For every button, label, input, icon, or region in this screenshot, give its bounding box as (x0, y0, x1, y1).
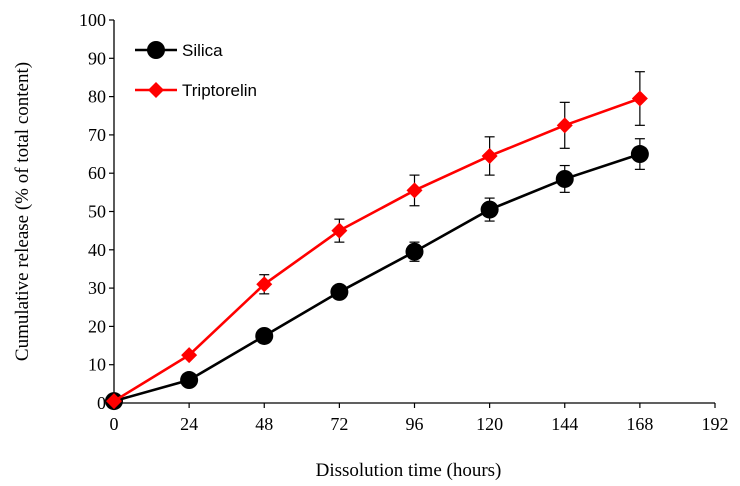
x-axis-title: Dissolution time (hours) (316, 460, 502, 481)
data-point (481, 147, 498, 164)
y-tick-label: 0 (97, 393, 106, 413)
x-tick-label: 48 (255, 414, 273, 434)
y-tick-label: 80 (88, 87, 106, 107)
y-tick-label: 90 (88, 48, 106, 68)
x-tick-label: 120 (476, 414, 503, 434)
data-point (331, 222, 348, 239)
y-tick-label: 70 (88, 125, 106, 145)
data-point (330, 282, 349, 301)
axes (113, 20, 715, 404)
y-ticks: 0 10 20 30 40 50 60 70 80 90 100 (79, 10, 114, 413)
data-point (181, 347, 198, 364)
legend-item-silica: Silica (135, 41, 223, 60)
x-tick-label: 0 (110, 414, 119, 434)
y-tick-label: 60 (88, 163, 106, 183)
data-point (405, 242, 424, 261)
data-point (256, 276, 273, 293)
y-tick-label: 100 (79, 10, 106, 30)
data-point (255, 326, 274, 345)
x-tick-label: 168 (626, 414, 653, 434)
y-tick-label: 40 (88, 240, 106, 260)
series-layer (105, 71, 649, 411)
data-point (406, 182, 423, 199)
series-line (113, 97, 641, 403)
y-tick-label: 30 (88, 278, 106, 298)
data-point (556, 117, 573, 134)
legend-marker (147, 41, 165, 59)
legend-item-triptorelin: Triptorelin (135, 81, 257, 100)
x-tick-label: 144 (551, 414, 578, 434)
data-point (631, 90, 648, 107)
y-tick-label: 20 (88, 316, 106, 336)
series-triptorelin (106, 71, 648, 410)
legend-label: Silica (182, 41, 223, 60)
y-tick-label: 10 (88, 355, 106, 375)
series-silica (105, 138, 649, 411)
legend: Silica Triptorelin (135, 41, 257, 100)
x-tick-label: 24 (180, 414, 198, 434)
x-tick-label: 72 (330, 414, 348, 434)
data-point (106, 393, 122, 410)
data-point (555, 169, 574, 188)
data-point (480, 200, 499, 219)
legend-marker (148, 82, 164, 98)
y-axis-title: Cumulative release (% of total content) (12, 62, 33, 361)
data-point (630, 145, 649, 164)
x-tick-label: 96 (406, 414, 424, 434)
y-tick-label: 50 (88, 202, 106, 222)
x-tick-label: 192 (702, 414, 729, 434)
series-line (113, 152, 641, 403)
data-point (180, 371, 199, 390)
legend-label: Triptorelin (182, 81, 257, 100)
x-ticks: 0 24 48 72 96 120 144 168 192 (110, 403, 729, 434)
